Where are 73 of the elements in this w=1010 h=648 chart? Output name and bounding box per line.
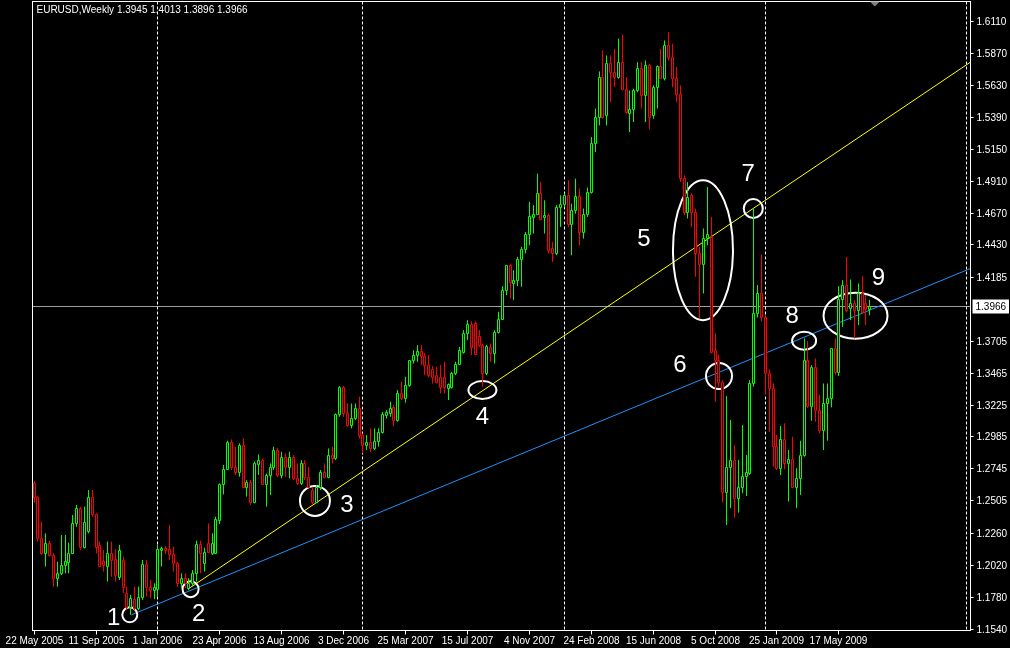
candlestick	[156, 544, 159, 598]
y-tick-label: 1.1780	[976, 592, 1008, 603]
candlestick	[64, 534, 67, 574]
x-tick-label: 15 Jun 2008	[625, 634, 682, 646]
annotation: 1	[107, 603, 121, 631]
annotation: 9	[871, 263, 886, 291]
candlestick	[195, 540, 198, 583]
candlestick	[605, 54, 608, 126]
annotation: 2	[191, 598, 206, 626]
candlestick	[474, 320, 477, 356]
candlestick	[509, 263, 512, 300]
candlestick	[373, 427, 376, 451]
x-tick-label: 1 Jan 2006	[132, 634, 183, 646]
candlestick	[470, 320, 473, 356]
y-tick-label: 1.2505	[976, 495, 1008, 506]
x-tick-label: 24 Feb 2008	[563, 634, 621, 646]
candlestick	[311, 486, 314, 506]
candlestick	[280, 451, 283, 479]
candlestick	[648, 63, 651, 131]
y-tick-label: 1.3225	[976, 400, 1008, 411]
x-tick-label: 5 Oct 2008	[691, 634, 741, 646]
candlestick	[284, 452, 287, 478]
chart-title: EURUSD,Weekly 1.3945 1.4013 1.3896 1.3966	[36, 3, 248, 15]
candlestick	[145, 559, 148, 598]
y-tick-label: 1.3705	[976, 336, 1008, 347]
candlestick	[439, 364, 442, 394]
y-tick-label: 1.4430	[976, 239, 1008, 250]
annotation: 7	[741, 159, 755, 187]
annotation: 3	[340, 490, 354, 518]
candlestick	[350, 403, 353, 429]
candlestick	[292, 454, 295, 481]
x-tick-label: 3 Dec 2006	[317, 634, 370, 646]
candlestick	[327, 447, 330, 479]
y-tick-label: 1.2745	[976, 463, 1008, 474]
y-tick-label: 1.2260	[976, 528, 1008, 539]
x-tick-label: 4 Nov 2007	[503, 634, 556, 646]
candlestick	[133, 586, 136, 611]
y-tick-label: 1.4670	[976, 208, 1008, 219]
y-tick-label: 1.5150	[976, 144, 1008, 155]
candlestick	[416, 344, 419, 363]
annotation: 5	[637, 223, 651, 251]
candlestick	[822, 382, 825, 451]
x-tick-label: 17 May 2009	[809, 634, 868, 646]
y-tick-label: 1.6110	[976, 16, 1007, 27]
x-tick-label: 13 Aug 2006	[253, 634, 311, 646]
y-tick-label: 1.5630	[976, 80, 1008, 91]
y-tick-label: 1.1540	[976, 624, 1008, 635]
y-tick-label: 1.2985	[976, 431, 1008, 442]
x-tick-label: 22 May 2005	[5, 634, 64, 646]
y-tick-label: 1.3465	[976, 368, 1008, 379]
annotation: 6	[673, 349, 687, 377]
annotation: 4	[475, 401, 490, 429]
x-tick-label: 23 Apr 2006	[192, 634, 247, 646]
candlestick	[79, 506, 82, 551]
y-tick-label: 1.2020	[976, 560, 1008, 571]
candlestick	[110, 541, 113, 578]
candlestick	[184, 572, 187, 589]
annotation: 8	[785, 301, 799, 329]
y-tick-label: 1.5390	[976, 112, 1008, 123]
candlestick	[369, 427, 372, 453]
x-tick-label: 15 Jul 2007	[441, 634, 494, 646]
candlestick	[230, 438, 233, 471]
x-tick-label: 25 Mar 2007	[377, 634, 435, 646]
y-tick-label: 1.5870	[976, 48, 1008, 59]
candlestick	[779, 425, 782, 476]
candlestick	[276, 447, 279, 478]
candlestick	[300, 459, 303, 486]
candlestick	[288, 451, 291, 479]
x-tick-label: 11 Sep 2005	[68, 634, 125, 646]
y-tick-label: 1.4910	[976, 176, 1008, 187]
y-tick-label: 1.4185	[976, 272, 1008, 283]
candlestick	[106, 541, 109, 583]
x-tick-label: 25 Jan 2009	[748, 634, 805, 646]
